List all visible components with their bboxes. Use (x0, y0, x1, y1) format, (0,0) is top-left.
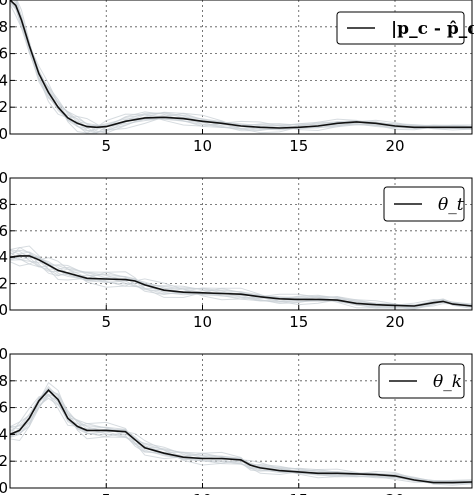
panel-1-xtick-10: 10 (193, 137, 212, 155)
panel-1-ytick-2: 2 (0, 98, 8, 116)
panel-1-ytick-8: 8 (0, 18, 8, 36)
panel-1-ytick-10: 10 (0, 0, 8, 9)
panel-2-ticks: 0 2 4 6 8 10 5 10 15 20 (0, 169, 405, 331)
panel-2-xtick-15: 15 (289, 313, 308, 331)
panel-3-trace-8 (9, 388, 473, 484)
panel-1-trace-2 (16, 0, 473, 134)
panel-3-trace-6 (9, 387, 473, 484)
panel-3-trace-14 (9, 381, 473, 486)
panel-3-legend-box (378, 363, 465, 399)
panel-3-legend-label: θ_k (433, 372, 462, 392)
panel-3-trace-2 (9, 397, 473, 482)
panel-3-trace-13 (9, 390, 473, 485)
panel-2-ytick-0: 0 (0, 301, 8, 319)
panel-1-xtick-5: 5 (101, 137, 111, 155)
panel-1: 0 2 4 6 8 10 5 10 15 20 |p_c - p̂_c| (0, 0, 474, 155)
panel-2-ytick-8: 8 (0, 195, 8, 213)
panel-2-ytick-10: 10 (0, 169, 8, 187)
panel-3-ytick-6: 6 (0, 399, 8, 417)
panel-2: 0 2 4 6 8 10 5 10 15 20 θ_t (0, 169, 473, 331)
panel-3-trace-12 (9, 395, 473, 483)
panel-1-ticks: 0 2 4 6 8 10 5 10 15 20 (0, 0, 405, 155)
panel-3-xtick-20: 20 (385, 491, 404, 495)
panel-3-frame (9, 353, 473, 489)
panel-1-ytick-4: 4 (0, 71, 8, 89)
panel-2-legend-box (383, 186, 465, 222)
panel-1-ytick-0: 0 (0, 125, 8, 143)
panel-3-trace-9 (9, 387, 473, 484)
panel-3: 0 2 4 6 8 10 5 10 15 20 θ_k (0, 345, 473, 495)
panel-2-ytick-6: 6 (0, 222, 8, 240)
panel-3-ytick-10: 10 (0, 345, 8, 363)
panel-2-legend: θ_t (383, 186, 465, 222)
panel-2-xtick-10: 10 (193, 313, 212, 331)
panel-2-ytick-4: 4 (0, 248, 8, 266)
panel-3-ytick-8: 8 (0, 372, 8, 390)
panel-2-ytick-2: 2 (0, 275, 8, 293)
panel-1-xtick-20: 20 (385, 137, 404, 155)
panel-1-legend: |p_c - p̂_c| (336, 11, 474, 45)
panel-1-legend-label: |p_c - p̂_c| (391, 19, 474, 39)
panel-3-xtick-10: 10 (193, 491, 212, 495)
panel-2-bands (9, 245, 473, 310)
panel-3-trace-7 (9, 389, 473, 484)
panel-1-legend-box (336, 11, 465, 45)
panel-3-ytick-2: 2 (0, 452, 8, 470)
panel-3-trace-10 (9, 389, 473, 484)
panel-3-trace-4 (9, 387, 473, 485)
panel-2-xtick-20: 20 (385, 313, 404, 331)
panel-2-frame (9, 177, 473, 311)
panel-3-ytick-0: 0 (0, 479, 8, 495)
panel-2-legend-label: θ_t (438, 195, 464, 215)
panel-1-ytick-6: 6 (0, 45, 8, 63)
panel-3-mean-line (9, 389, 473, 484)
panel-2-trace-14 (9, 257, 473, 309)
panel-3-ticks: 0 2 4 6 8 10 5 10 15 20 (0, 345, 405, 495)
panel-1-xtick-15: 15 (289, 137, 308, 155)
panel-3-xtick-15: 15 (289, 491, 308, 495)
panel-1-frame (9, 0, 473, 135)
panel-1-mean-line (9, 0, 472, 129)
panel-2-xtick-5: 5 (101, 313, 111, 331)
panel-3-xtick-5: 5 (101, 491, 111, 495)
panel-1-trace-14 (9, 4, 473, 134)
panel-2-trace-13 (9, 251, 473, 309)
panel-3-legend: θ_k (378, 363, 465, 399)
panel-2-mean-line (9, 255, 473, 307)
panel-3-ytick-4: 4 (0, 425, 8, 443)
panel-3-trace-5 (9, 385, 473, 485)
